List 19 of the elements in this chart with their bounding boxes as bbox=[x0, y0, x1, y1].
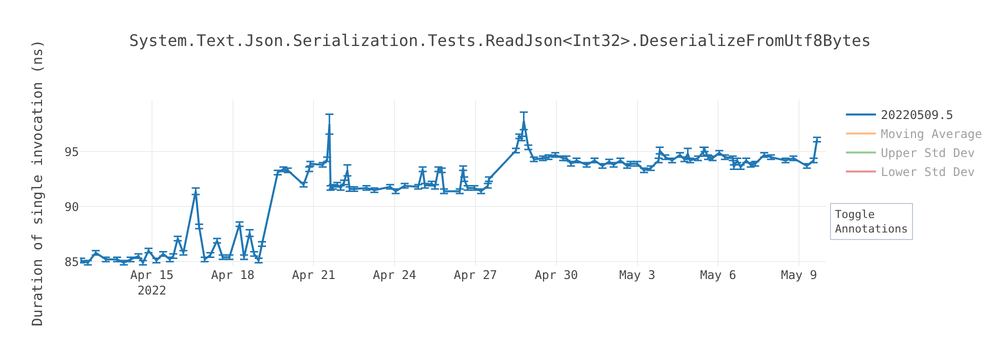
x-tick-label: Apr 27 bbox=[454, 268, 498, 282]
legend-label: Upper Std Dev bbox=[880, 146, 975, 160]
x-tick-label: Apr 18 bbox=[211, 268, 254, 282]
legend-label: Moving Average bbox=[880, 127, 982, 142]
legend-label: 20220509.5 bbox=[880, 108, 954, 122]
y-tick-label: 90 bbox=[64, 200, 79, 214]
x-tick-label: May 6 bbox=[700, 268, 736, 282]
x-tick-label: May 3 bbox=[619, 268, 656, 282]
x-tick-label: May 9 bbox=[780, 268, 818, 282]
y-axis-title: Duration of single invocation (ns) bbox=[30, 40, 46, 326]
y-tick-label: 85 bbox=[64, 254, 79, 269]
x-tick-label: Apr 24 bbox=[372, 268, 416, 282]
chart-title: System.Text.Json.Serialization.Tests.ReadJson<Int32>.DeserializeFromUtf8Bytes bbox=[129, 31, 871, 50]
x-tick-label: Apr 30 bbox=[534, 268, 578, 282]
y-tick-label: 95 bbox=[64, 144, 79, 159]
legend-label: Lower Std Dev bbox=[880, 165, 975, 180]
text: Toggle Annotations bbox=[835, 208, 908, 236]
x-tick-label: Apr 21 bbox=[292, 268, 336, 282]
x-tick-label: Apr 15 2022 bbox=[130, 268, 174, 298]
